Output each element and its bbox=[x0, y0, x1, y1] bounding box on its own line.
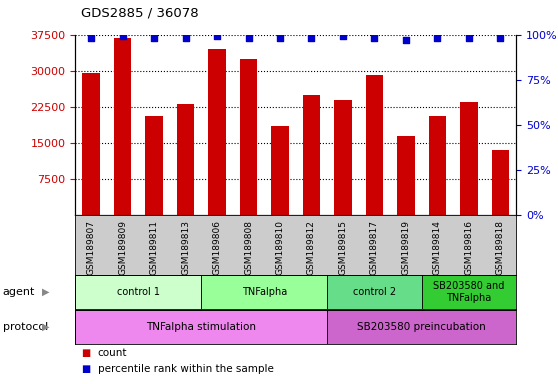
Point bbox=[118, 33, 127, 40]
Text: GSM189810: GSM189810 bbox=[276, 220, 285, 275]
Text: SB203580 preincubation: SB203580 preincubation bbox=[357, 322, 486, 332]
Text: control 2: control 2 bbox=[353, 287, 396, 297]
Bar bbox=[201, 275, 327, 309]
Point bbox=[339, 33, 348, 40]
Point bbox=[370, 35, 379, 41]
Text: GSM189806: GSM189806 bbox=[213, 220, 222, 275]
Text: control 1: control 1 bbox=[117, 287, 160, 297]
Text: ■: ■ bbox=[81, 364, 90, 374]
Text: GSM189815: GSM189815 bbox=[339, 220, 348, 275]
Point bbox=[150, 35, 158, 41]
Bar bbox=[240, 59, 257, 215]
Text: GSM189811: GSM189811 bbox=[150, 220, 158, 275]
Text: GDS2885 / 36078: GDS2885 / 36078 bbox=[81, 6, 199, 19]
Point bbox=[244, 35, 253, 41]
Bar bbox=[83, 73, 100, 215]
Point bbox=[181, 35, 190, 41]
Text: TNFalpha stimulation: TNFalpha stimulation bbox=[146, 322, 256, 332]
Bar bbox=[422, 275, 516, 309]
Text: GSM189808: GSM189808 bbox=[244, 220, 253, 275]
Text: GSM189807: GSM189807 bbox=[86, 220, 95, 275]
Text: GSM189812: GSM189812 bbox=[307, 220, 316, 275]
Bar bbox=[177, 104, 194, 215]
Point bbox=[276, 35, 285, 41]
Text: GSM189809: GSM189809 bbox=[118, 220, 127, 275]
Bar bbox=[75, 310, 327, 344]
Text: count: count bbox=[98, 348, 127, 358]
Point bbox=[402, 37, 411, 43]
Text: TNFalpha: TNFalpha bbox=[242, 287, 287, 297]
Text: GSM189818: GSM189818 bbox=[496, 220, 505, 275]
Point bbox=[464, 35, 473, 41]
Point bbox=[433, 35, 442, 41]
Bar bbox=[114, 38, 131, 215]
Text: GSM189814: GSM189814 bbox=[433, 220, 442, 275]
Text: GSM189816: GSM189816 bbox=[464, 220, 473, 275]
Text: GSM189817: GSM189817 bbox=[370, 220, 379, 275]
Text: ■: ■ bbox=[81, 348, 90, 358]
Bar bbox=[208, 49, 225, 215]
Text: ▶: ▶ bbox=[42, 287, 50, 297]
Bar bbox=[397, 136, 415, 215]
Text: GSM189813: GSM189813 bbox=[181, 220, 190, 275]
Point bbox=[86, 35, 95, 41]
Bar bbox=[146, 116, 163, 215]
Bar bbox=[334, 99, 352, 215]
Text: protocol: protocol bbox=[3, 322, 48, 332]
Point bbox=[213, 33, 222, 40]
Bar bbox=[429, 116, 446, 215]
Bar bbox=[366, 76, 383, 215]
Point bbox=[496, 35, 505, 41]
Text: ▶: ▶ bbox=[42, 322, 50, 332]
Bar bbox=[271, 126, 288, 215]
Text: agent: agent bbox=[3, 287, 35, 297]
Text: SB203580 and
TNFalpha: SB203580 and TNFalpha bbox=[433, 281, 504, 303]
Bar bbox=[303, 95, 320, 215]
Bar bbox=[460, 102, 478, 215]
Text: percentile rank within the sample: percentile rank within the sample bbox=[98, 364, 273, 374]
Point bbox=[307, 35, 316, 41]
Bar bbox=[327, 310, 516, 344]
Bar bbox=[492, 150, 509, 215]
Bar bbox=[327, 275, 422, 309]
Bar bbox=[75, 275, 201, 309]
Text: GSM189819: GSM189819 bbox=[401, 220, 411, 275]
